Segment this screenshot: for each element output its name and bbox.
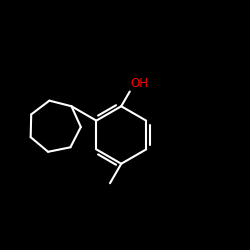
Text: OH: OH [130, 77, 148, 90]
